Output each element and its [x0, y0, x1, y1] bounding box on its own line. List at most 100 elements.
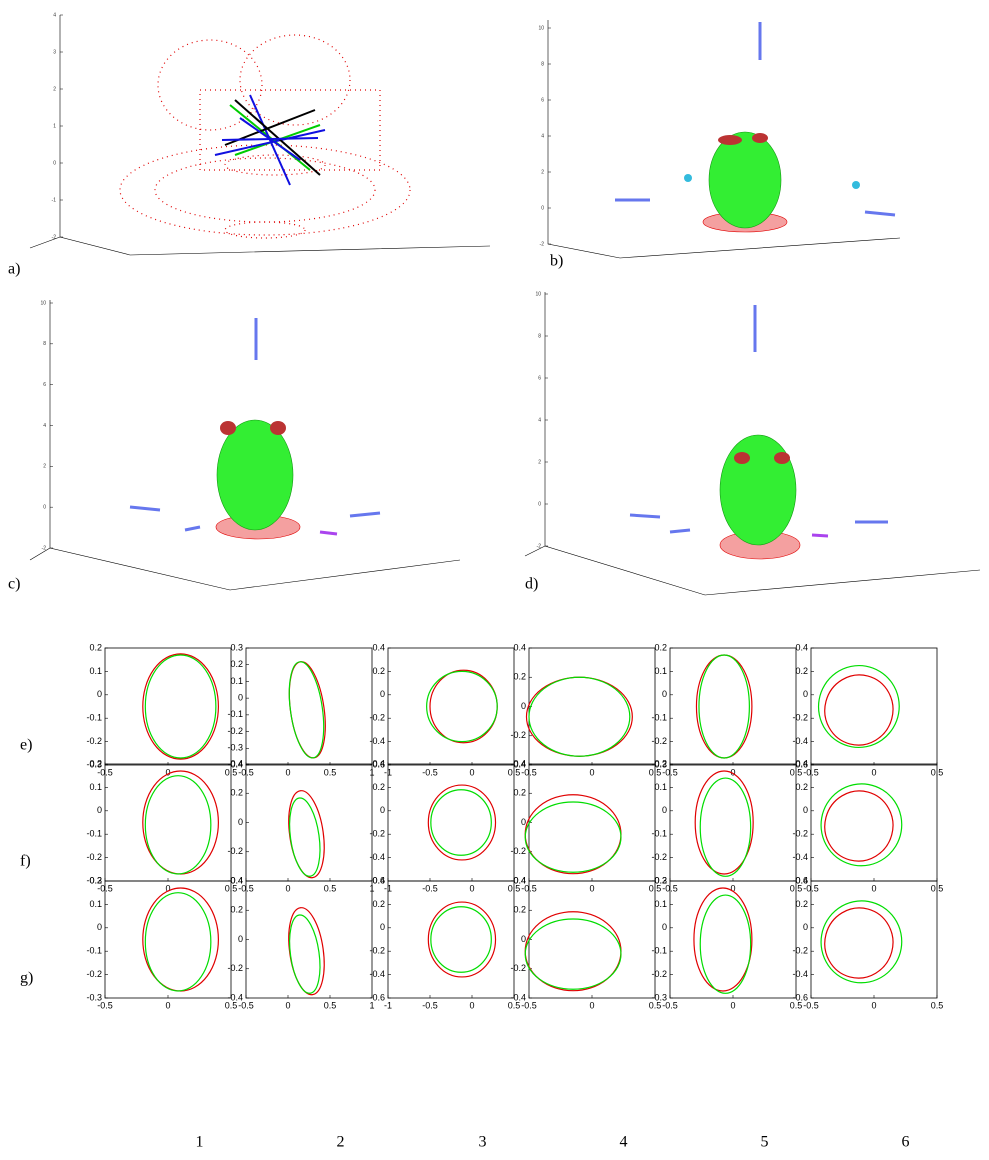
y-tick-label: -0.2 [792, 713, 808, 723]
y-tick-label: 0 [662, 805, 667, 815]
y-tick-label: 0.4 [513, 875, 526, 885]
x-tick-label: 0 [871, 883, 876, 893]
y-tick-label: -0.2 [651, 736, 667, 746]
y-tick-label: 0 [521, 934, 526, 944]
x-tick-label: 0 [285, 767, 290, 777]
x-tick-label: 0 [589, 883, 594, 893]
y-tick-label: 0.2 [513, 672, 526, 682]
x-tick-label: 0 [165, 1000, 170, 1010]
y-tick-label: -0.6 [369, 875, 385, 885]
y-tick-label: 0 [803, 922, 808, 932]
y-tick-label: 0.2 [372, 782, 385, 792]
y-tick-label: 0.2 [230, 788, 243, 798]
ellipse [426, 670, 498, 743]
y-tick-label: -0.6 [792, 875, 808, 885]
ellipse [427, 901, 497, 978]
y-tick-label: -0.2 [792, 946, 808, 956]
ellipse [699, 777, 752, 877]
y-tick-label: 0.2 [372, 666, 385, 676]
panel-b-scene [547, 20, 901, 259]
axes-box [528, 763, 656, 882]
z-tick-label: 2 [541, 169, 544, 175]
ellipse [430, 906, 492, 973]
panel-label: b) [550, 253, 563, 270]
ellipse [695, 654, 753, 759]
ellipse [289, 914, 321, 994]
ellipse [820, 783, 903, 867]
x-tick-label: -1 [384, 1000, 392, 1010]
x-tick-label: 0 [871, 1000, 876, 1010]
ellipse [824, 907, 894, 979]
y-tick-label: 0.2 [89, 875, 102, 885]
x-tick-label: -0.5 [238, 1000, 254, 1010]
panel-label: d) [525, 576, 538, 593]
x-tick-label: -0.5 [803, 1000, 819, 1010]
y-tick-label: -0.4 [510, 875, 526, 885]
ellipse [144, 892, 212, 992]
ellipse [528, 676, 631, 757]
x-tick-label: 0.5 [225, 1000, 238, 1010]
x-tick-label: -0.5 [662, 1000, 678, 1010]
ellipse [430, 789, 492, 856]
axes-box [245, 763, 373, 882]
panel-c-scene [29, 300, 461, 591]
y-tick-label: 0 [662, 922, 667, 932]
ellipse [427, 784, 497, 861]
x-tick-label: -0.5 [422, 883, 438, 893]
ellipse [693, 887, 753, 992]
y-tick-label: -0.4 [369, 969, 385, 979]
y-tick-label: -0.2 [792, 829, 808, 839]
y-tick-label: 0.2 [795, 899, 808, 909]
x-tick-label: 0.5 [324, 767, 337, 777]
y-tick-label: -0.2 [86, 852, 102, 862]
x-tick-label: 1 [369, 1000, 374, 1010]
y-tick-label: 0 [662, 689, 667, 699]
y-tick-label: 0.2 [230, 905, 243, 915]
z-tick-label: 6 [541, 97, 544, 103]
row-label: f) [20, 853, 31, 870]
y-tick-label: 0.2 [89, 758, 102, 768]
y-tick-label: 0 [380, 689, 385, 699]
y-tick-label: -0.2 [227, 846, 243, 856]
axes-box [669, 647, 797, 766]
y-tick-label: -0.6 [369, 759, 385, 769]
ellipse [694, 770, 754, 875]
y-tick-label: 0.4 [372, 642, 385, 652]
x-tick-label: 0 [589, 767, 594, 777]
panel-label: c) [8, 576, 20, 593]
y-tick-label: 0.4 [372, 875, 385, 885]
z-tick-label: 4 [541, 133, 544, 139]
ellipse [144, 654, 217, 759]
z-tick-label: -2 [52, 234, 57, 240]
axes-box [810, 647, 938, 766]
x-tick-label: 0 [469, 767, 474, 777]
y-tick-label: -0.3 [86, 875, 102, 885]
y-tick-label: 0.4 [513, 642, 526, 652]
z-tick-label: 0 [541, 205, 544, 211]
y-tick-label: 0.2 [654, 642, 667, 652]
x-tick-label: 0.5 [324, 883, 337, 893]
y-tick-label: -0.1 [86, 713, 102, 723]
y-tick-label: 0 [380, 805, 385, 815]
y-tick-label: 0 [97, 689, 102, 699]
ellipse [698, 654, 750, 759]
panel-a-scene [29, 15, 491, 256]
z-tick-label: 4 [538, 417, 541, 423]
z-tick-label: 10 [535, 291, 541, 297]
y-tick-label: -0.4 [227, 759, 243, 769]
y-tick-label: 0 [380, 922, 385, 932]
z-tick-label: 6 [43, 382, 46, 388]
y-tick-label: 0.4 [372, 758, 385, 768]
ellipse [524, 918, 622, 990]
z-tick-label: 4 [43, 423, 46, 429]
axes-box [104, 763, 232, 882]
z-tick-label: 0 [43, 504, 46, 510]
z-tick-label: 3 [53, 49, 56, 55]
panel-label: a) [8, 261, 20, 278]
x-tick-label: 0 [730, 767, 735, 777]
y-tick-label: -0.3 [227, 743, 243, 753]
z-tick-label: 10 [538, 25, 544, 31]
x-tick-label: 0.5 [931, 1000, 944, 1010]
y-tick-label: -0.6 [792, 992, 808, 1002]
y-tick-label: 0 [97, 922, 102, 932]
